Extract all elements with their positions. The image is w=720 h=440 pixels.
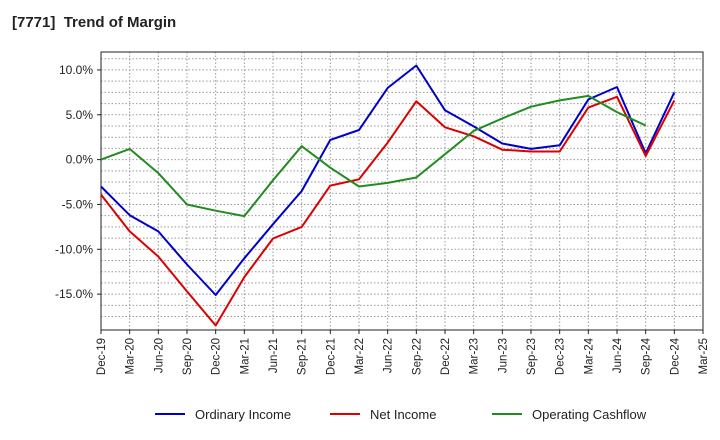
x-tick-label: Mar-21 (239, 338, 251, 374)
axis-layer: 10.0% 5.0% 0.0% -5.0% -10.0% -15.0% Dec-19 Mar-… (55, 51, 710, 375)
x-tick-label: Mar-23 (469, 338, 481, 374)
grid-layer (100, 52, 704, 330)
x-tick-label: Jun-20 (153, 338, 165, 373)
series-line-ordinary-income (100, 64, 676, 296)
series-line-operating-cashflow (100, 94, 647, 218)
series-line-net-income (100, 95, 676, 327)
x-tick-label: Dec-23 (555, 338, 567, 375)
x-tick-label: Sep-20 (182, 338, 194, 375)
legend-label-net-income: Net Income (370, 407, 436, 422)
x-tick-label: Mar-25 (698, 338, 710, 374)
x-tick-label: Jun-21 (268, 338, 280, 373)
legend-label-operating-cashflow: Operating Cashflow (532, 407, 647, 422)
chart-title: [7771] Trend of Margin (12, 14, 177, 31)
plot-frame (100, 51, 704, 331)
x-tick-label: Dec-20 (211, 338, 223, 375)
x-tick-label: Jun-22 (383, 338, 395, 373)
x-tick-label: Mar-22 (354, 338, 366, 374)
y-tick-label: 0.0% (66, 153, 94, 167)
y-tick-label: -15.0% (55, 287, 93, 301)
y-tick-label: 5.0% (66, 108, 94, 122)
x-tick-label: Dec-22 (440, 338, 452, 375)
x-tick-label: Dec-24 (669, 337, 681, 375)
x-tick-label: Jun-24 (612, 337, 624, 373)
legend-label-ordinary-income: Ordinary Income (195, 407, 291, 422)
x-tick-label: Sep-24 (641, 337, 653, 375)
x-tick-label: Sep-22 (411, 338, 423, 375)
x-tick-label: Sep-23 (526, 338, 538, 375)
x-tick-label: Dec-19 (96, 338, 108, 375)
x-tick-label: Mar-24 (583, 337, 595, 374)
x-tick-label: Dec-21 (325, 338, 337, 375)
series-layer (100, 64, 676, 327)
x-tick-label: Sep-21 (297, 338, 309, 375)
y-tick-label: 10.0% (59, 63, 93, 77)
x-tick-label: Jun-23 (497, 338, 509, 373)
legend: Ordinary Income Net Income Operating Cashf… (155, 407, 647, 422)
y-tick-label: -10.0% (55, 242, 93, 256)
y-tick-label: -5.0% (62, 197, 94, 211)
x-tick-label: Mar-20 (125, 338, 137, 374)
